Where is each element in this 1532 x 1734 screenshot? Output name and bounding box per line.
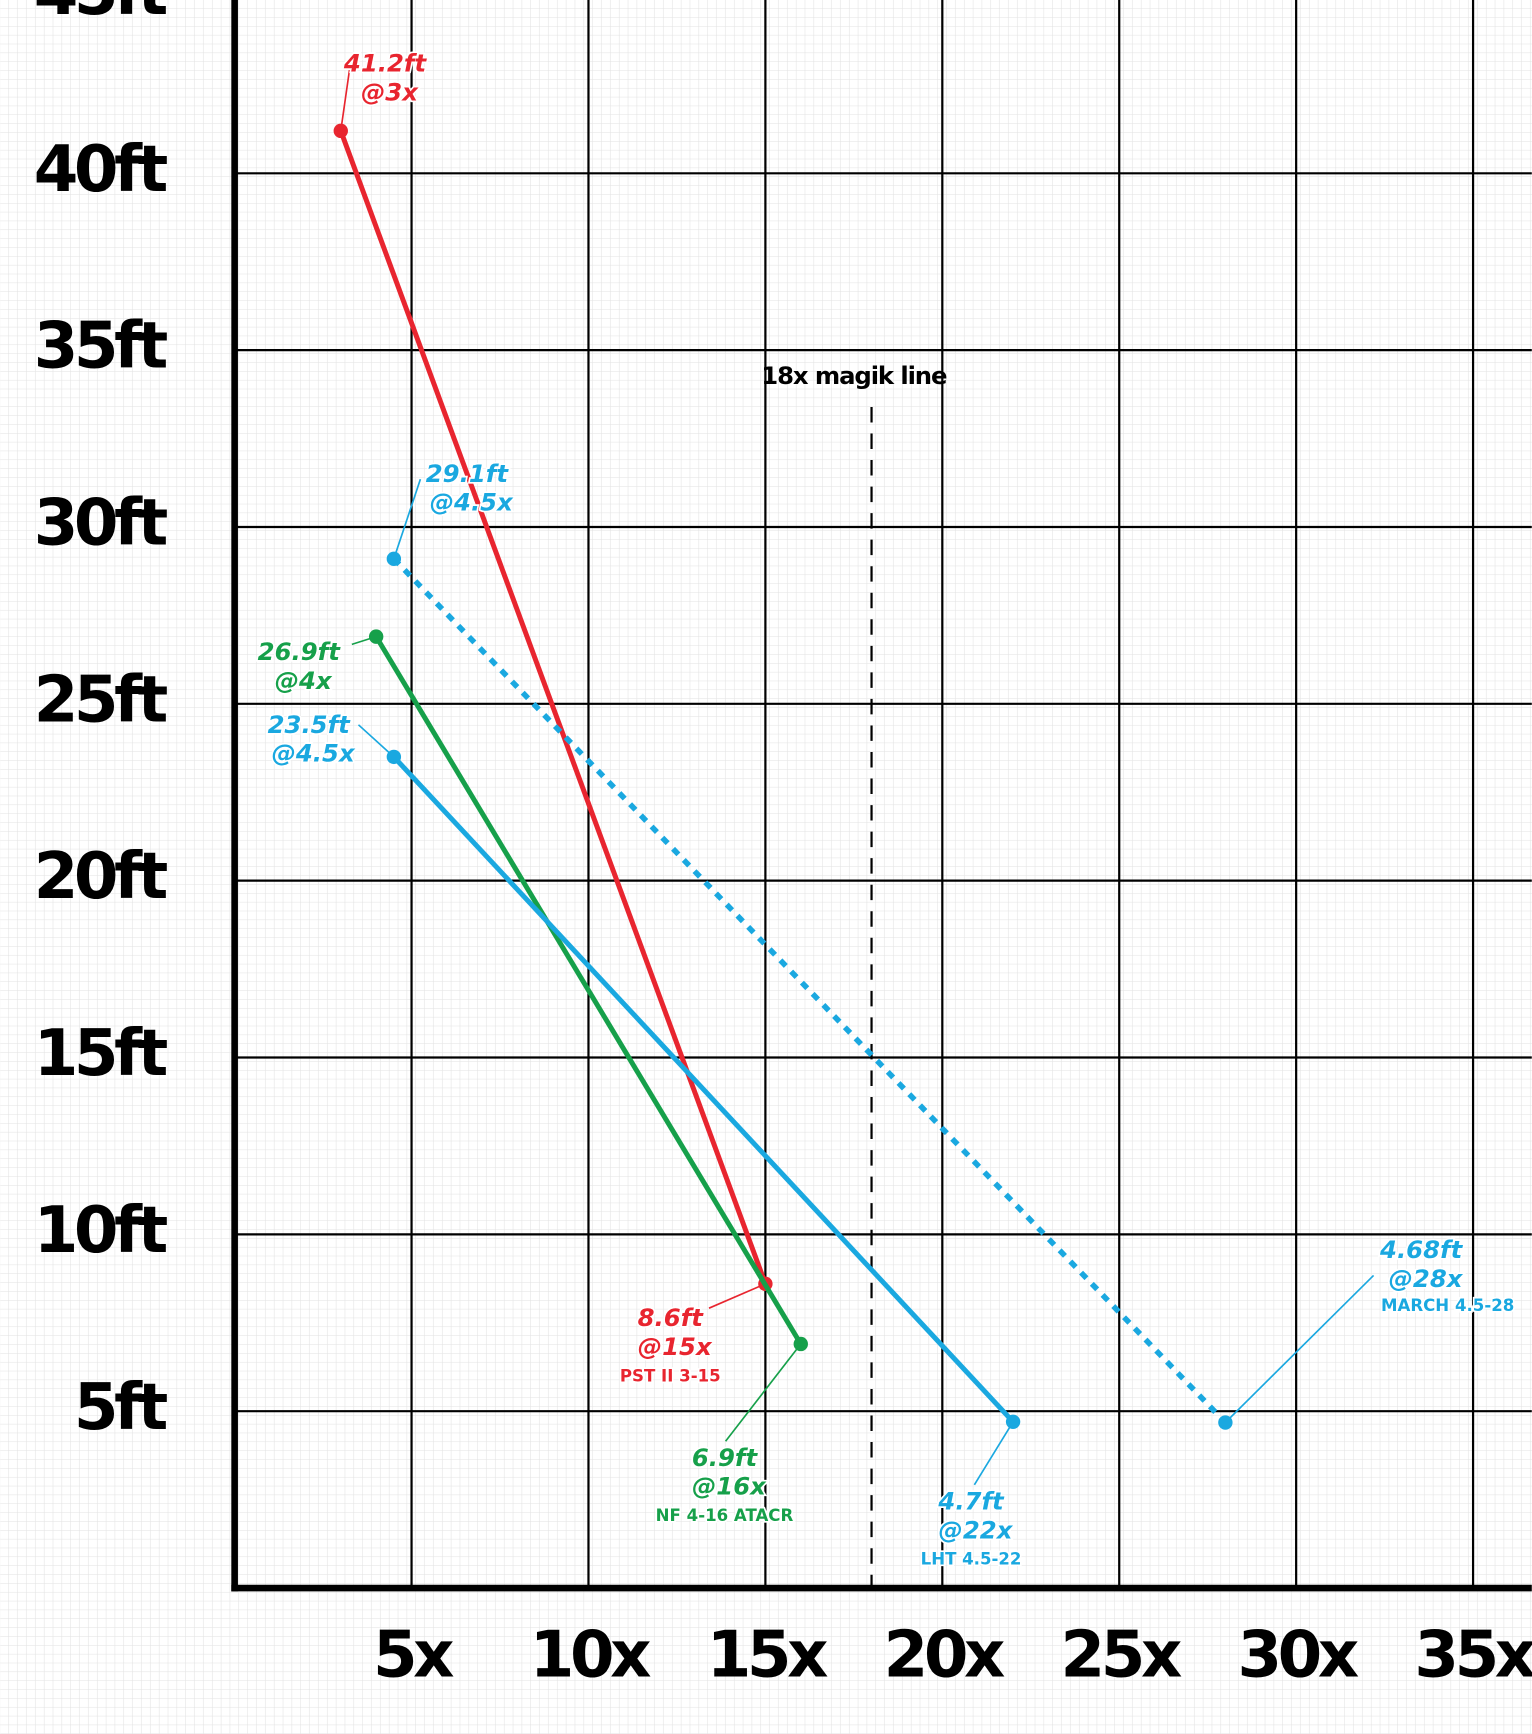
- x-tick-label: 25x: [1061, 1617, 1182, 1692]
- data-point: [368, 629, 384, 644]
- value-label: 41.2ft: [343, 49, 428, 78]
- x-tick-label: 20x: [884, 1617, 1005, 1692]
- leader-line: [357, 724, 395, 758]
- data-point: [793, 1336, 808, 1352]
- plot-area: 5ft 10ft 15ft 20ft 25ft 30ft 35ft 40ft 45ft 5x 10x…: [34, 0, 1532, 1692]
- x-value-label: @4.5x: [272, 739, 356, 768]
- data-point: [1218, 1415, 1233, 1430]
- y-tick-label: 30ft: [34, 486, 168, 561]
- value-label: 26.9ft: [258, 637, 342, 666]
- y-tick-label: 5ft: [74, 1370, 168, 1445]
- value-label: 29.1ft: [426, 459, 510, 488]
- value-label: 4.68ft: [1379, 1235, 1464, 1264]
- y-tick-label: 45ft: [34, 0, 168, 30]
- series-line: [374, 635, 803, 1346]
- annotation: 18x magik line: [761, 361, 947, 390]
- leader-line: [1224, 1274, 1375, 1424]
- x-value-label: @15x: [638, 1332, 713, 1361]
- y-tick-label: 25ft: [34, 662, 168, 737]
- leader-line: [724, 1343, 802, 1442]
- x-value-label: @16x: [692, 1472, 767, 1501]
- value-label: 4.7ft: [937, 1487, 1005, 1516]
- y-tick-label: 20ft: [34, 839, 168, 914]
- data-point: [386, 749, 402, 765]
- x-value-label: @28x: [1389, 1264, 1464, 1293]
- x-value-label: @3x: [361, 77, 419, 106]
- y-tick-label: 35ft: [34, 309, 168, 384]
- value-label: 8.6ft: [638, 1303, 705, 1332]
- y-tick-label: 10ft: [34, 1193, 168, 1268]
- x-tick-label: 15x: [707, 1617, 828, 1692]
- leader-line: [973, 1421, 1014, 1486]
- data-point: [386, 551, 402, 567]
- series-name: LHT 4.5-22: [921, 1550, 1022, 1569]
- x-tick-label: 35x: [1414, 1617, 1532, 1692]
- leader-line: [339, 68, 351, 131]
- series-name: PST II 3-15: [620, 1366, 721, 1385]
- data-point: [1005, 1414, 1021, 1429]
- leader-line: [708, 1283, 766, 1309]
- x-value-label: @4.5x: [430, 488, 514, 517]
- leader-line: [393, 478, 422, 560]
- series-line: [392, 755, 1015, 1424]
- x-tick-label: 5x: [373, 1617, 454, 1692]
- series-line: [338, 130, 768, 1285]
- series-name: NF 4-16 ATACR: [656, 1506, 794, 1525]
- x-tick-label: 10x: [530, 1617, 651, 1692]
- series-name: MARCH 4.5-28: [1381, 1296, 1514, 1315]
- x-tick-label: 30x: [1237, 1617, 1358, 1692]
- value-label: 23.5ft: [268, 710, 352, 739]
- x-value-label: @4x: [275, 666, 333, 695]
- y-tick-label: 40ft: [34, 132, 168, 207]
- x-value-label: @22x: [939, 1515, 1014, 1544]
- data-point: [333, 123, 348, 139]
- y-tick-label: 15ft: [34, 1016, 168, 1091]
- value-label: 6.9ft: [692, 1443, 759, 1472]
